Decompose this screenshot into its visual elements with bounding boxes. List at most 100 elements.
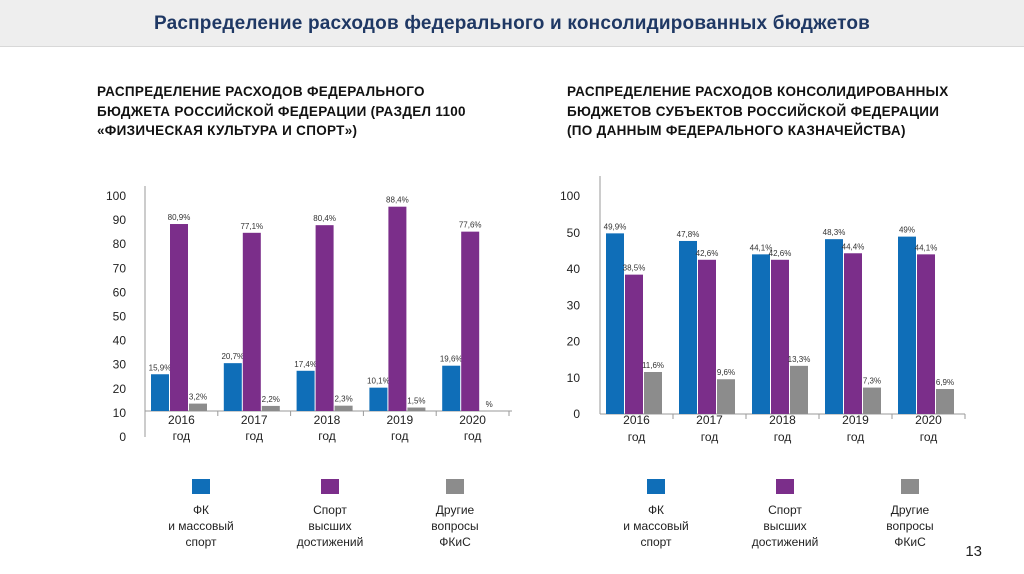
category-label-unit: год [847, 430, 865, 444]
data-label: 80,4% [313, 214, 336, 223]
slide-title: Распределение расходов федерального и ко… [153, 13, 871, 34]
y-tick-label: 40 [113, 334, 127, 348]
legend-label: ФК и массовый спорт [168, 503, 234, 549]
category-label-year: 2020 [459, 413, 486, 427]
data-label: 88,4% [386, 196, 409, 205]
data-label: 19,6% [440, 355, 463, 364]
data-label: 9,6% [717, 368, 735, 377]
y-tick-label: 100 [106, 189, 126, 203]
legend-swatch-purple [776, 479, 794, 494]
y-tick-label: 10 [113, 406, 127, 420]
y-tick-label: 20 [567, 335, 581, 349]
legend-label: Другие вопросы ФКиС [431, 503, 479, 549]
bar-fk [442, 365, 461, 411]
y-tick-label: 30 [567, 298, 581, 312]
category-label-unit: год [318, 429, 336, 443]
data-label: 49,9% [604, 222, 627, 231]
legend-left-other: Другие вопросы ФКиС [390, 479, 520, 550]
data-label: 48,3% [823, 228, 846, 237]
data-label: 20,7% [221, 352, 244, 361]
data-label: 44,1% [915, 243, 938, 252]
data-label: 15,9% [149, 363, 172, 372]
category-label-year: 2018 [314, 413, 341, 427]
bar-other [189, 403, 207, 411]
y-tick-label: 20 [113, 382, 127, 396]
legend-swatch-blue [192, 479, 210, 494]
category-label-unit: год [245, 429, 263, 443]
y-tick-label: 60 [113, 285, 127, 299]
y-tick-label: 80 [113, 237, 127, 251]
y-tick-label: 70 [113, 261, 127, 275]
data-label: 49% [899, 226, 915, 235]
category-label-year: 2016 [168, 413, 195, 427]
bar-elite [461, 231, 480, 411]
bar-fk [223, 363, 242, 411]
y-tick-label: 30 [113, 358, 127, 372]
category-label-year: 2017 [241, 413, 268, 427]
legend-label: ФК и массовый спорт [623, 503, 689, 549]
legend-swatch-gray [901, 479, 919, 494]
left-chart-heading: РАСПРЕДЕЛЕНИЕ РАСХОДОВ ФЕДЕРАЛЬНОГО БЮДЖ… [97, 84, 466, 138]
bar-other [644, 372, 662, 414]
bar-elite [698, 259, 716, 414]
bar-elite [771, 259, 789, 414]
category-label-unit: год [774, 430, 792, 444]
legend-swatch-blue [647, 479, 665, 494]
bar-elite [917, 254, 935, 414]
y-tick-label: 40 [567, 262, 581, 276]
data-label: 38,5% [623, 264, 646, 273]
data-label: 42,6% [769, 249, 792, 258]
bar-elite [242, 232, 261, 411]
bar-other [863, 387, 881, 414]
bar-other [407, 407, 426, 411]
bar-elite [315, 225, 334, 411]
data-label: 44,4% [842, 242, 865, 251]
bar-fk [752, 254, 770, 414]
legend-right-fk: ФК и массовый спорт [591, 479, 721, 550]
data-label: 1,5% [407, 397, 425, 406]
bar-fk [369, 387, 388, 411]
data-label: 10,1% [367, 377, 390, 386]
category-label-year: 2019 [386, 413, 413, 427]
bar-fk [898, 236, 916, 414]
category-label-unit: год [391, 429, 409, 443]
data-label: 7,3% [863, 377, 881, 386]
category-label-year: 2019 [842, 413, 869, 427]
y-tick-label: 90 [113, 213, 127, 227]
page-number: 13 [965, 543, 982, 560]
data-label: 47,8% [677, 230, 700, 239]
legend-right-other: Другие вопросы ФКиС [845, 479, 975, 550]
data-label: 11,6% [642, 361, 664, 370]
right-chart-heading: РАСПРЕДЕЛЕНИЕ РАСХОДОВ КОНСОЛИДИРОВАННЫХ… [567, 84, 949, 138]
legend-right-elite: Спорт высших достижений [720, 479, 850, 550]
data-label: 44,1% [750, 243, 773, 252]
y-tick-label: 50 [113, 310, 127, 324]
y-tick-label: 50 [567, 226, 581, 240]
y-tick-label: 0 [573, 407, 580, 421]
bar-elite [170, 224, 188, 411]
legend-label: Другие вопросы ФКиС [886, 503, 934, 549]
data-label: 2,2% [262, 395, 280, 404]
category-label-unit: год [628, 430, 646, 444]
y-tick-label: 10 [567, 371, 581, 385]
bar-fk [296, 370, 315, 411]
bar-fk [679, 240, 697, 414]
bar-elite [388, 206, 407, 411]
category-label-year: 2020 [915, 413, 942, 427]
bar-other [717, 379, 735, 414]
category-label-year: 2018 [769, 413, 796, 427]
data-label: 13,3% [788, 355, 811, 364]
data-label: 2,3% [334, 395, 352, 404]
y-tick-label: 0 [119, 430, 126, 444]
data-label: % [486, 400, 493, 409]
category-label-unit: год [173, 429, 191, 443]
category-label-unit: год [920, 430, 938, 444]
category-label-year: 2016 [623, 413, 650, 427]
legend-label: Спорт высших достижений [751, 503, 819, 549]
category-label-unit: год [464, 429, 482, 443]
data-label: 3,2% [189, 393, 207, 402]
category-label-year: 2017 [696, 413, 723, 427]
bar-elite [844, 253, 862, 414]
